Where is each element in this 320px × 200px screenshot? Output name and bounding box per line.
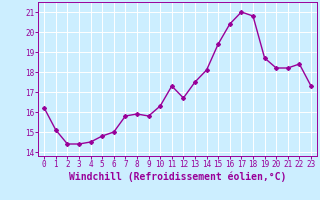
X-axis label: Windchill (Refroidissement éolien,°C): Windchill (Refroidissement éolien,°C) — [69, 172, 286, 182]
